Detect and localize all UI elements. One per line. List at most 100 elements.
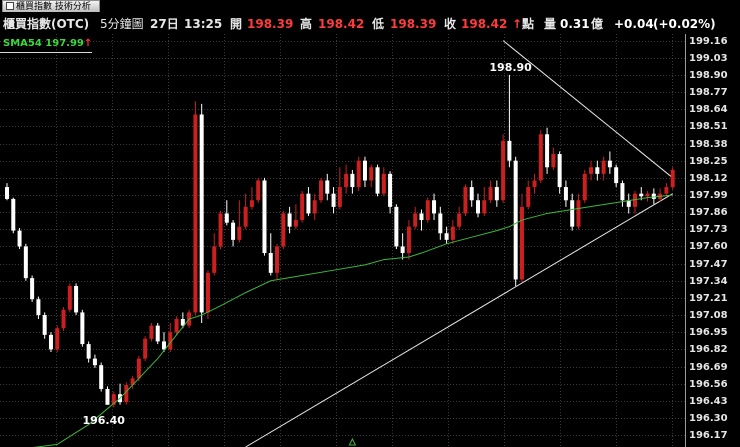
change-percent: (+0.02%) [653, 17, 716, 31]
y-tick-label: 198.51 [689, 121, 728, 133]
y-tick-label: 199.16 [689, 35, 728, 47]
candle-up [482, 200, 487, 214]
close-label: 收 [444, 17, 457, 31]
low-value: 198.39 [390, 17, 437, 31]
y-tick-label: 196.56 [689, 378, 728, 390]
plot-area[interactable]: SMA54 197.99↑ 198.90 196.40 [0, 34, 686, 447]
candle-up [589, 167, 594, 174]
candle-up [425, 200, 430, 221]
candle-up [300, 193, 305, 221]
candle-up [275, 246, 280, 273]
legend-underline [0, 52, 92, 53]
candle-down [287, 213, 292, 227]
candle-down [507, 140, 512, 161]
candle-down [74, 286, 79, 313]
candle-up [243, 206, 248, 227]
candle-down [155, 325, 160, 342]
tab-bar: 櫃買指數 技術分析 [0, 0, 740, 14]
y-tick-label: 197.73 [689, 224, 728, 236]
candle-down [306, 193, 311, 214]
y-tick-label: 198.38 [689, 138, 728, 150]
candle-up [551, 154, 556, 168]
tab-technical-analysis[interactable]: 櫃買指數 技術分析 [2, 0, 100, 12]
candle-up [463, 187, 468, 214]
points-label: 點 [522, 17, 535, 31]
window-icon [6, 2, 14, 10]
candle-up [369, 167, 374, 181]
candle-down [626, 200, 631, 207]
open-label: 開 [230, 17, 243, 31]
candle-down [80, 312, 85, 345]
low-annotation: 196.40 [82, 413, 125, 427]
candle-up [281, 213, 286, 247]
candle-down [268, 253, 273, 273]
candle-up [205, 272, 210, 313]
candle-up [633, 193, 637, 207]
candle-up [450, 226, 455, 240]
candle-down [388, 173, 393, 207]
y-tick-label: 198.25 [689, 155, 728, 167]
quote-header: 櫃買指數(OTC) 5分鐘圖 27日 13:25 開 198.39 高 198.… [0, 14, 740, 34]
candle-down [86, 344, 91, 359]
candle-up [249, 200, 254, 207]
candle-up [55, 328, 60, 350]
price-chart[interactable]: SMA54 197.99↑ 198.90 196.40 199.16 199.03… [0, 34, 740, 447]
y-tick-label: 197.99 [689, 189, 728, 201]
candle-up [61, 309, 66, 329]
candle-up [237, 226, 242, 240]
candle-down [331, 193, 336, 207]
candle-up [143, 338, 148, 359]
candle-down [36, 299, 41, 316]
y-tick-label: 197.08 [689, 310, 728, 322]
volume-label: 量 [544, 17, 557, 31]
candle-down [325, 180, 330, 194]
y-tick-label: 197.21 [689, 292, 728, 304]
candle-up [526, 187, 531, 207]
candle-up [319, 180, 323, 201]
trend-line [245, 193, 673, 447]
candle-down [11, 198, 16, 231]
candle-down [557, 154, 562, 188]
y-tick-label: 197.60 [689, 241, 728, 253]
candle-up [582, 173, 587, 201]
candle-down [570, 200, 575, 227]
period-label[interactable]: 5分鐘圖 [100, 17, 144, 31]
candle-up [344, 173, 349, 188]
candle-down [262, 180, 267, 254]
candle-up [576, 200, 581, 227]
y-tick-label: 198.64 [689, 104, 728, 116]
candle-down [419, 213, 424, 221]
candle-down [105, 388, 110, 405]
candle-up [488, 187, 493, 201]
candle-up [312, 200, 317, 214]
candle-up [124, 384, 129, 403]
candle-down [620, 183, 625, 201]
sma-legend: SMA54 197.99↑ [3, 38, 92, 50]
y-tick-label: 198.90 [689, 69, 728, 81]
y-tick-label: 197.86 [689, 207, 728, 219]
candle-up [406, 226, 411, 254]
candle-down [375, 167, 380, 194]
candle-down [5, 187, 9, 199]
candle-down [23, 246, 28, 279]
y-tick-label: 199.03 [689, 52, 728, 64]
volume-value: 0.31 [560, 17, 590, 31]
tab-label: 櫃買指數 技術分析 [16, 2, 91, 12]
candle-up [149, 325, 154, 339]
candle-down [30, 278, 35, 300]
candle-up [519, 206, 524, 280]
candle-down [17, 230, 22, 247]
candle-down [614, 167, 619, 184]
candle-up [532, 180, 537, 188]
candle-down [545, 134, 550, 168]
candlestick-svg [0, 34, 686, 447]
y-tick-label: 198.77 [689, 87, 728, 99]
y-tick-label: 196.30 [689, 412, 728, 424]
candle-down [651, 193, 656, 199]
candle-up [111, 394, 116, 405]
high-value: 198.42 [318, 17, 365, 31]
y-tick-label: 196.17 [689, 430, 728, 442]
y-tick-label: 197.34 [689, 275, 728, 287]
candle-down [48, 334, 53, 350]
candle-up [130, 378, 135, 385]
